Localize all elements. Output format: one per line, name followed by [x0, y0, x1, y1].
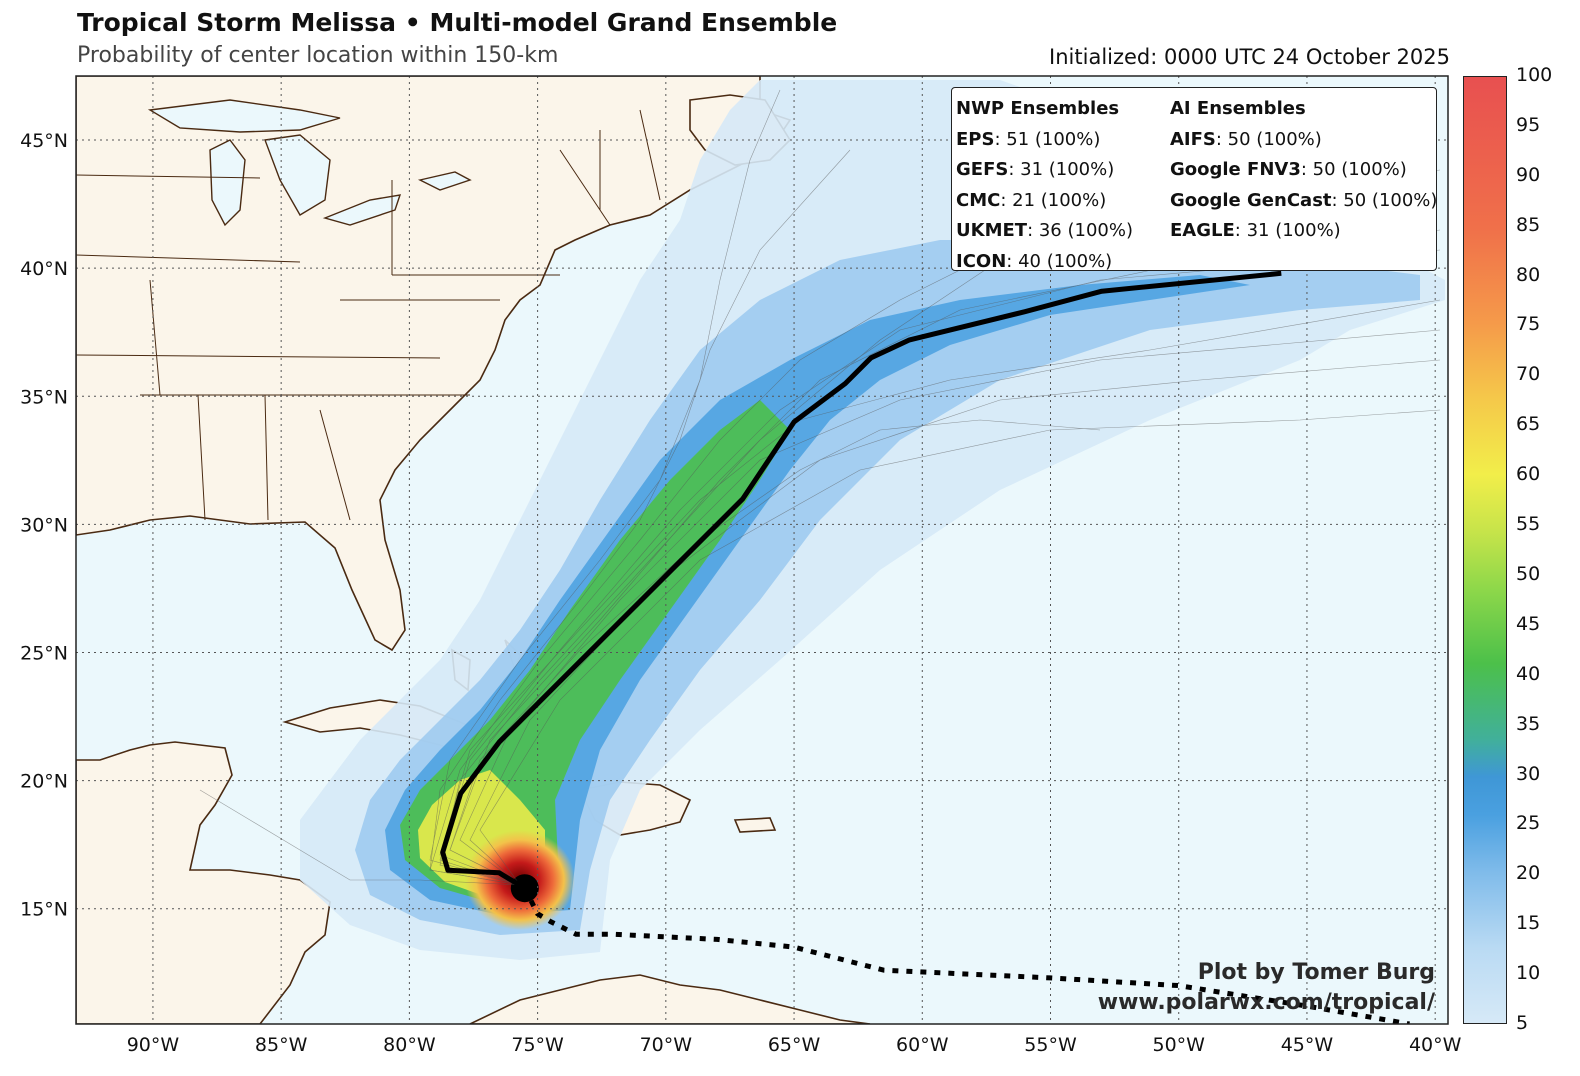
land-central-america	[76, 741, 331, 1024]
lon-tick-label: 40°W	[1409, 1034, 1462, 1056]
colorbar-tick-label: 40	[1516, 662, 1541, 685]
mean-track	[440, 270, 1282, 891]
colorbar-tick-label: 70	[1516, 363, 1541, 386]
lon-tick-label: 45°W	[1281, 1034, 1334, 1056]
lake-michigan	[209, 139, 246, 227]
legend-entry-google-gencast: Google GenCast: 50 (100%)	[1170, 189, 1438, 211]
colorbar-tick-label: 65	[1516, 413, 1541, 436]
nwp-legend-column: NWP Ensembles EPS: 51 (100%) GEFS: 31 (1…	[956, 94, 1133, 277]
colorbar-tick-label: 85	[1516, 213, 1541, 236]
colorbar-tick-label: 15	[1516, 912, 1541, 935]
lon-tick-label: 90°W	[127, 1034, 180, 1056]
colorbar-tick-label: 10	[1516, 962, 1541, 985]
chart-title: Tropical Storm Melissa • Multi-model Gra…	[77, 8, 838, 37]
lon-tick-label: 75°W	[511, 1034, 564, 1056]
colorbar-tick-label: 30	[1516, 762, 1541, 785]
lat-tick-labels: 15°N 20°N 25°N 30°N 35°N 40°N 45°N	[20, 130, 68, 921]
colorbar-tick-label: 80	[1516, 263, 1541, 286]
credit-url: www.polarwx.com/tropical/	[1097, 990, 1435, 1015]
plot-credit: Plot by Tomer Burg www.polarwx.com/tropi…	[1098, 958, 1435, 1018]
gridlines	[76, 76, 1448, 1024]
model-legend: NWP Ensembles EPS: 51 (100%) GEFS: 31 (1…	[951, 87, 1437, 272]
nwp-legend-title: NWP Ensembles	[956, 98, 1120, 119]
probability-colorbar	[1463, 76, 1507, 1024]
credit-author: Plot by Tomer Burg	[1197, 960, 1435, 985]
lon-tick-label: 70°W	[640, 1034, 693, 1056]
colorbar-tick-label: 60	[1516, 463, 1541, 486]
legend-entry-ukmet: UKMET: 36 (100%)	[956, 220, 1133, 241]
colorbar-tick-label: 35	[1516, 712, 1541, 735]
lat-tick-label: 20°N	[20, 771, 68, 793]
colorbar-tick-label: 50	[1516, 562, 1541, 585]
legend-entry-eagle: EAGLE: 31 (100%)	[1170, 220, 1341, 241]
ai-legend-column: AI Ensembles AIFS: 50 (100%) Google FNV3…	[1170, 94, 1437, 247]
lat-tick-label: 15°N	[20, 899, 68, 921]
state-borders	[76, 109, 661, 521]
legend-entry-gefs: GEFS: 31 (100%)	[956, 159, 1115, 180]
ai-legend-title: AI Ensembles	[1170, 98, 1306, 119]
lat-tick-label: 25°N	[20, 642, 68, 664]
legend-entry-icon: ICON: 40 (100%)	[956, 250, 1113, 272]
legend-entry-cmc: CMC: 21 (100%)	[956, 189, 1107, 211]
land-south-america	[469, 974, 871, 1024]
lon-tick-labels: 90°W 85°W 80°W 75°W 70°W 65°W 60°W 55°W 50°W 45°W…	[127, 1034, 1462, 1056]
colorbar-tick-label: 45	[1516, 612, 1541, 635]
colorbar-tick-label: 100	[1516, 64, 1553, 86]
land-puerto-rico	[733, 817, 777, 833]
lon-tick-label: 85°W	[255, 1034, 308, 1056]
lat-tick-label: 30°N	[20, 514, 68, 536]
lat-tick-label: 45°N	[20, 130, 68, 152]
swath-mid	[355, 240, 1420, 935]
lon-tick-label: 50°W	[1152, 1034, 1205, 1056]
colorbar-tick-label: 20	[1516, 862, 1541, 885]
colorbar-tick-label: 95	[1516, 113, 1541, 136]
map-frame	[75, 75, 1449, 1025]
legend-entry-google-fnv3: Google FNV3: 50 (100%)	[1170, 159, 1407, 180]
lake-superior	[147, 99, 341, 133]
colorbar-tick-label: 25	[1516, 812, 1541, 835]
legend-entry-aifs: AIFS: 50 (100%)	[1170, 128, 1322, 150]
lat-tick-label: 40°N	[20, 258, 68, 280]
lat-tick-label: 35°N	[20, 386, 68, 408]
lon-tick-label: 55°W	[1024, 1034, 1077, 1056]
colorbar-tick-label: 55	[1516, 513, 1541, 536]
lon-tick-label: 60°W	[896, 1034, 949, 1056]
colorbar-tick-label: 5	[1516, 1012, 1529, 1034]
colorbar-tick-label: 75	[1516, 313, 1541, 336]
past-track	[522, 887, 1410, 1024]
lon-tick-label: 80°W	[383, 1034, 436, 1056]
chart-subtitle: Probability of center location within 15…	[77, 43, 559, 68]
colorbar-tick-label: 90	[1516, 163, 1541, 186]
initialized-time: Initialized: 0000 UTC 24 October 2025	[1049, 45, 1450, 69]
lon-tick-label: 65°W	[768, 1034, 821, 1056]
lake-erie	[322, 194, 402, 226]
lake-ontario	[417, 171, 472, 191]
legend-entry-eps: EPS: 51 (100%)	[956, 128, 1101, 150]
